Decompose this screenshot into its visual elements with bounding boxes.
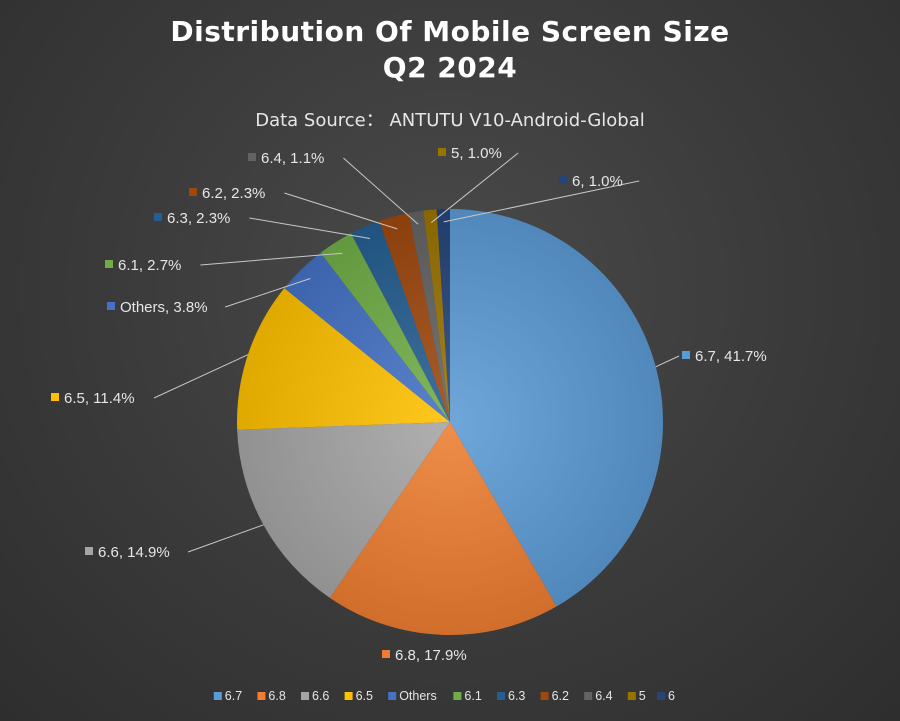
- leader-line-6-6: [187, 524, 264, 553]
- legend-label-6-5: 6.5: [356, 689, 373, 703]
- legend-swatch-6-8: [257, 692, 266, 700]
- label-marker-6-7: [682, 351, 690, 359]
- legend-label-6: 6: [668, 689, 675, 703]
- leader-line-6-2: [284, 192, 398, 230]
- leader-line-5: [430, 152, 519, 224]
- data-label-6-3: 6.3, 2.3%: [167, 210, 230, 227]
- data-labels: 6.7, 41.7% 6.8, 17.9% 6.6, 14.9% 6.5, 11.4%…: [51, 145, 767, 664]
- legend-label-others: Others: [399, 689, 437, 703]
- label-marker-6-5: [51, 393, 59, 401]
- leader-line-6: [443, 180, 640, 223]
- legend-label-5: 5: [639, 689, 646, 703]
- label-marker-6-3: [154, 213, 162, 221]
- legend-label-6-4: 6.4: [595, 689, 612, 703]
- slice-6-4: [408, 210, 450, 422]
- leader-line-6-4: [343, 157, 419, 225]
- slice-6-3: [351, 221, 450, 422]
- data-label-6-5: 6.5, 11.4%: [64, 390, 135, 407]
- data-label-6-6: 6.6, 14.9%: [98, 544, 170, 561]
- label-marker-6: [559, 176, 567, 184]
- data-label-others: Others, 3.8%: [120, 299, 208, 316]
- legend-label-6-8: 6.8: [268, 689, 285, 703]
- pie-slices: [237, 209, 664, 636]
- slice-others: [284, 252, 450, 422]
- legend-swatch-6-7: [213, 692, 222, 700]
- label-marker-others: [107, 302, 115, 310]
- legend-swatch-6-5: [344, 692, 353, 700]
- slice-5: [423, 209, 450, 422]
- label-marker-6-2: [189, 188, 197, 196]
- leader-line-6-1: [200, 252, 343, 266]
- leader-line-6-3: [249, 217, 371, 239]
- slice-6: [436, 209, 450, 422]
- chart-subtitle: Data Source： ANTUTU V10-Android-Global: [255, 110, 645, 131]
- legend-label-6-6: 6.6: [312, 689, 329, 703]
- chart-title-line-2: Q2 2024: [383, 51, 517, 84]
- legend-label-6-7: 6.7: [225, 689, 242, 703]
- data-label-6-8: 6.8, 17.9%: [395, 647, 467, 664]
- legend-swatch-6-3: [497, 692, 505, 700]
- legend-label-6-1: 6.1: [464, 689, 481, 703]
- leader-line-others: [225, 278, 311, 308]
- legend-label-6-2: 6.2: [552, 689, 569, 703]
- legend-label-6-3: 6.3: [508, 689, 525, 703]
- slice-6-5: [237, 288, 450, 430]
- data-label-6-2: 6.2, 2.3%: [202, 185, 265, 202]
- data-label-6-7: 6.7, 41.7%: [695, 348, 767, 365]
- data-label-6: 6, 1.0%: [572, 173, 623, 190]
- leader-line-6-5: [153, 354, 249, 399]
- slice-6-2: [379, 213, 450, 422]
- label-marker-6-6: [85, 547, 93, 555]
- label-marker-6-4: [248, 153, 256, 161]
- legend-swatch-6-2: [540, 692, 549, 700]
- legend-swatch-5: [627, 692, 636, 700]
- slice-6-1: [320, 233, 450, 422]
- leader-lines: [153, 152, 680, 553]
- legend-swatch-others: [388, 692, 397, 700]
- data-label-5: 5, 1.0%: [451, 145, 502, 162]
- slice-6-6: [237, 422, 450, 598]
- legend: 6.7 6.8 6.6 6.5 Others 6.1 6.3 6.2 6.4 5 6: [213, 689, 675, 703]
- label-marker-6-1: [105, 260, 113, 268]
- legend-swatch-6-1: [453, 692, 462, 700]
- label-marker-5: [438, 148, 446, 156]
- chart-title-line-1: Distribution Of Mobile Screen Size: [170, 15, 729, 48]
- legend-swatch-6-6: [301, 692, 309, 700]
- data-label-6-4: 6.4, 1.1%: [261, 150, 324, 167]
- data-label-6-1: 6.1, 2.7%: [118, 257, 181, 274]
- label-marker-6-8: [382, 650, 390, 658]
- leader-line-6-7: [655, 355, 680, 368]
- legend-swatch-6-4: [584, 692, 593, 700]
- slice-6-8: [329, 422, 557, 636]
- legend-swatch-6: [657, 692, 665, 700]
- slice-6-7: [450, 209, 664, 607]
